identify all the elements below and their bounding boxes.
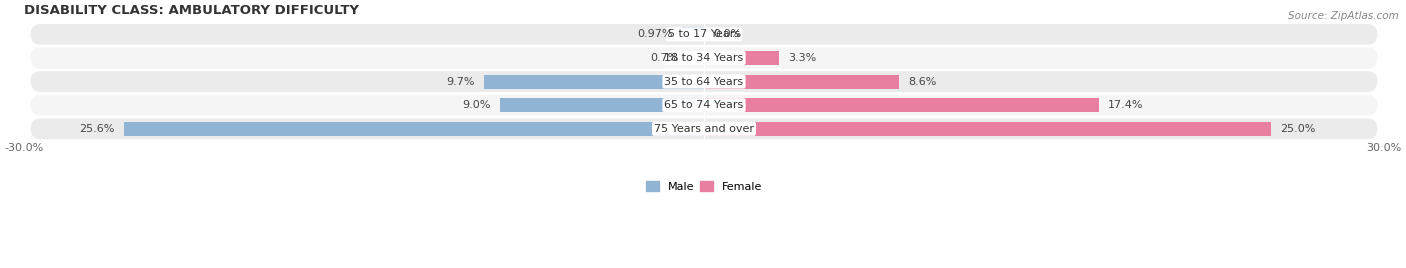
Text: 0.97%: 0.97%: [637, 29, 673, 39]
Text: 75 Years and over: 75 Years and over: [654, 124, 754, 134]
Text: 0.7%: 0.7%: [651, 53, 679, 63]
Text: 25.6%: 25.6%: [79, 124, 114, 134]
Bar: [704, 75, 898, 88]
Text: 25.0%: 25.0%: [1279, 124, 1315, 134]
Bar: [124, 122, 704, 136]
Text: DISABILITY CLASS: AMBULATORY DIFFICULTY: DISABILITY CLASS: AMBULATORY DIFFICULTY: [24, 4, 359, 17]
FancyBboxPatch shape: [31, 71, 1378, 92]
Text: 0.0%: 0.0%: [713, 29, 741, 39]
FancyBboxPatch shape: [31, 118, 1378, 139]
Bar: [688, 51, 704, 65]
Text: 35 to 64 Years: 35 to 64 Years: [665, 77, 744, 87]
Text: 9.7%: 9.7%: [447, 77, 475, 87]
Text: 17.4%: 17.4%: [1108, 100, 1143, 110]
Text: 3.3%: 3.3%: [787, 53, 815, 63]
Legend: Male, Female: Male, Female: [641, 177, 766, 196]
Text: 8.6%: 8.6%: [908, 77, 936, 87]
FancyBboxPatch shape: [31, 47, 1378, 68]
FancyBboxPatch shape: [31, 95, 1378, 116]
Text: 18 to 34 Years: 18 to 34 Years: [665, 53, 744, 63]
Bar: [484, 75, 704, 88]
Bar: [704, 51, 779, 65]
Bar: [704, 122, 1271, 136]
Bar: [704, 98, 1098, 112]
FancyBboxPatch shape: [31, 24, 1378, 45]
Text: Source: ZipAtlas.com: Source: ZipAtlas.com: [1288, 11, 1399, 21]
Text: 65 to 74 Years: 65 to 74 Years: [665, 100, 744, 110]
Text: 9.0%: 9.0%: [463, 100, 491, 110]
Bar: [501, 98, 704, 112]
Text: 5 to 17 Years: 5 to 17 Years: [668, 29, 740, 39]
Bar: [682, 27, 704, 41]
